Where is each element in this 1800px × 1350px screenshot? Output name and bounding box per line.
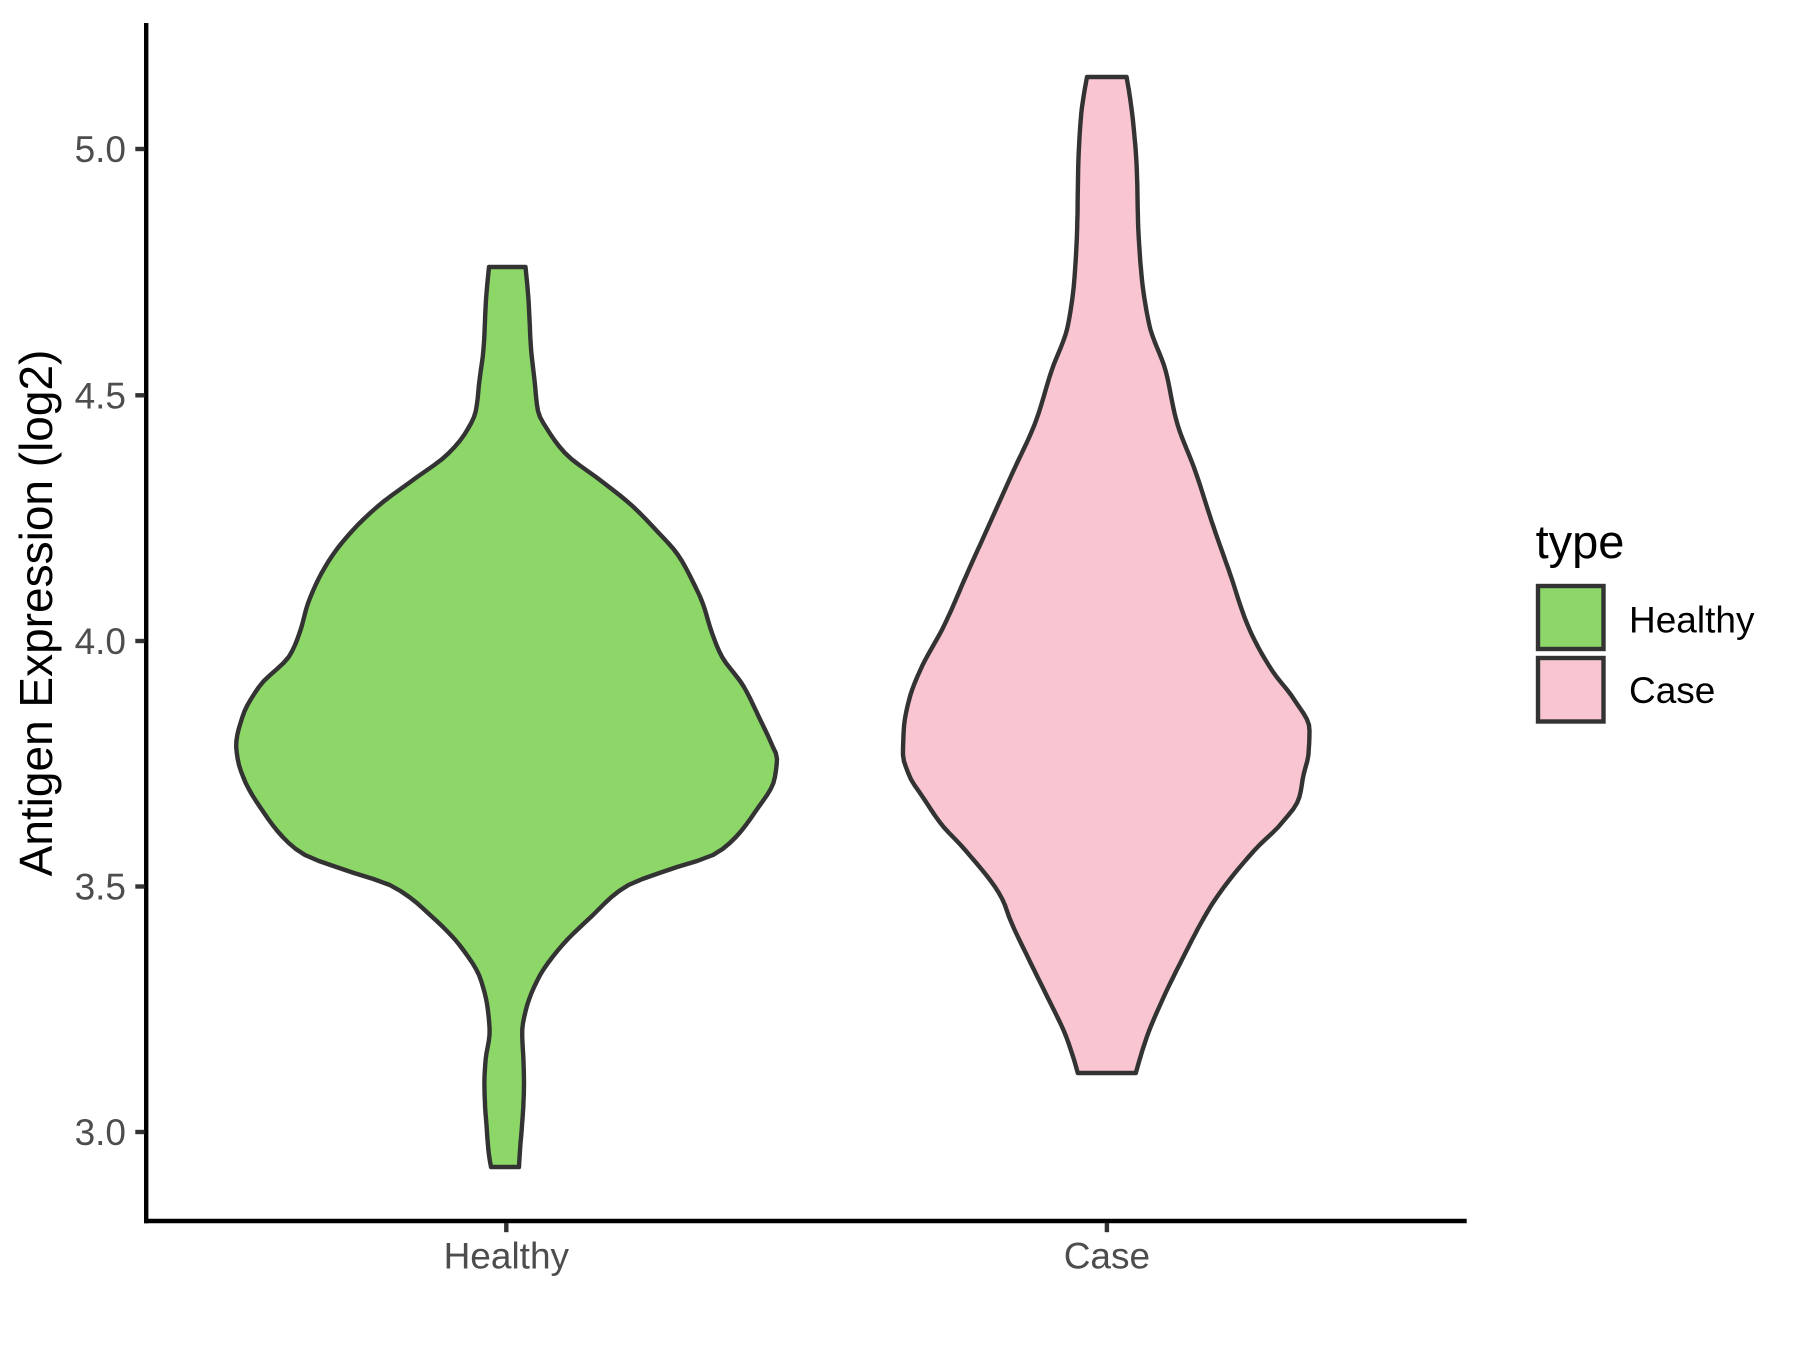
- svg-text:3.5: 3.5: [75, 867, 126, 908]
- svg-text:4.0: 4.0: [75, 621, 126, 662]
- svg-text:4.5: 4.5: [75, 375, 126, 416]
- svg-text:Case: Case: [1064, 1235, 1150, 1276]
- svg-text:3.0: 3.0: [75, 1112, 126, 1153]
- svg-text:type: type: [1536, 515, 1625, 568]
- svg-text:5.0: 5.0: [75, 129, 126, 170]
- svg-text:Healthy: Healthy: [444, 1235, 570, 1276]
- svg-text:Case: Case: [1629, 670, 1715, 711]
- svg-text:Healthy: Healthy: [1629, 600, 1755, 641]
- svg-text:Antigen Expression (log2): Antigen Expression (log2): [10, 350, 62, 877]
